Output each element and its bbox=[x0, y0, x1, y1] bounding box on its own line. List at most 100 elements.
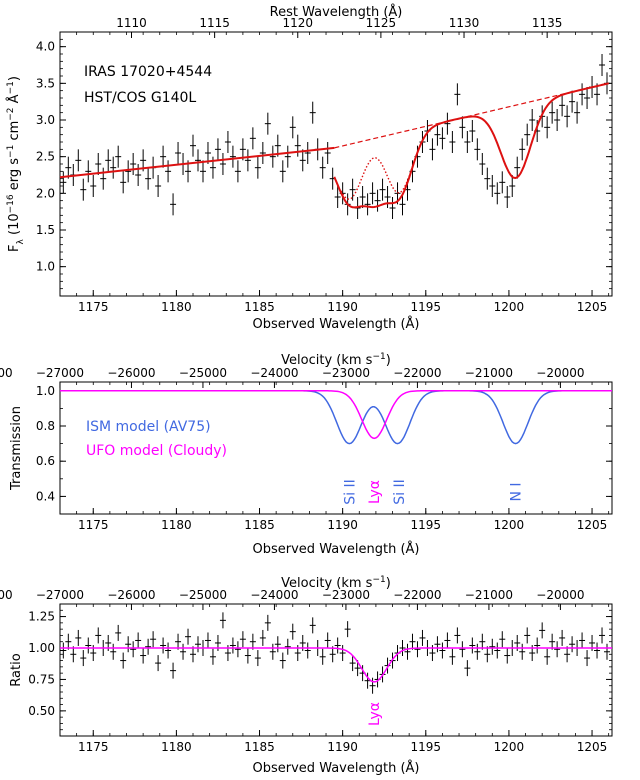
ratio-x-tick-label: 1205 bbox=[577, 740, 608, 754]
transmission-velocity-tick-label: −28000 bbox=[0, 366, 13, 380]
velocity-label-2-exp: −1 bbox=[372, 575, 385, 585]
ratio-velocity-tick-label: −23000 bbox=[322, 588, 370, 602]
rest-wavelength-tick-label: 1135 bbox=[532, 16, 563, 30]
velocity-label-1-text: Velocity (km s bbox=[281, 353, 373, 368]
ratio-lya-label: Lyα bbox=[367, 702, 383, 726]
spectrum-model-curves bbox=[59, 82, 609, 209]
flux-label-lambda: λ bbox=[16, 238, 26, 244]
transmission-line-labels: Si II Lyα Si II N I bbox=[342, 479, 524, 504]
spectrum-x-ticks: 1175 1180 1185 1190 1195 1200 1205 bbox=[59, 32, 610, 314]
ratio-y-tick-label: 0.50 bbox=[28, 704, 55, 718]
spectrum-y-ticks: 1.0 1.5 2.0 2.5 3.0 3.5 4.0 bbox=[36, 38, 612, 297]
instrument-label: HST/COS G140L bbox=[84, 90, 196, 106]
spectrum-top-ticks: 1110 1115 1120 1125 1130 1135 bbox=[116, 16, 562, 38]
spectrum-y-tick-label: 1.0 bbox=[36, 260, 55, 274]
rest-wavelength-tick-label: 1120 bbox=[282, 16, 313, 30]
transmission-x-tick-label: 1205 bbox=[577, 518, 608, 532]
spectrum-x-tick-label: 1175 bbox=[78, 300, 109, 314]
ratio-y-tick-label: 1.25 bbox=[28, 610, 55, 624]
flux-label-exp-3: −2 bbox=[6, 107, 16, 120]
transmission-x-ticks: 1175 1180 1185 1190 1195 1200 1205 bbox=[59, 382, 610, 532]
velocity-axis-label-1: Velocity (km s−1) bbox=[281, 352, 391, 368]
ratio-panel: 1175 1180 1185 1190 1195 1200 1205 0.50 0.75 1.0… bbox=[0, 575, 613, 776]
absorption-line-label: Si II bbox=[342, 479, 358, 504]
absorption-line-label: N I bbox=[509, 482, 525, 501]
transmission-y-tick-label: 0.8 bbox=[36, 419, 55, 433]
velocity-label-1-close: ) bbox=[386, 353, 391, 368]
transmission-velocity-ticks: −28000 −27000 −26000 −25000 −24000 −23000 −220… bbox=[0, 366, 585, 388]
flux-label-exp-1: −16 bbox=[6, 194, 16, 213]
transmission-y-ticks: 0.4 0.6 0.8 1.0 bbox=[36, 384, 612, 515]
spectrum-y-tick-label: 2.0 bbox=[36, 186, 55, 200]
flux-label-units-5: ) bbox=[7, 76, 22, 81]
transmission-velocity-tick-label: −20000 bbox=[536, 366, 584, 380]
ratio-velocity-tick-label: −26000 bbox=[107, 588, 155, 602]
ufo-model-curve bbox=[60, 390, 612, 440]
spectrum-y-tick-label: 2.5 bbox=[36, 150, 55, 164]
spectrum-x-tick-label: 1185 bbox=[244, 300, 275, 314]
continuum-solid-line bbox=[59, 146, 335, 179]
transmission-velocity-tick-label: −23000 bbox=[322, 366, 370, 380]
transmission-frame bbox=[59, 381, 613, 515]
object-name-label: IRAS 17020+4544 bbox=[84, 64, 212, 80]
velocity-label-1-exp: −1 bbox=[372, 352, 385, 362]
flux-label-units-3: cm bbox=[7, 121, 22, 145]
ratio-model-curve bbox=[60, 647, 612, 683]
ratio-data-points bbox=[60, 612, 611, 694]
ratio-y-tick-label: 0.75 bbox=[28, 672, 55, 686]
ratio-x-axis-label: Observed Wavelength (Å) bbox=[253, 760, 420, 776]
spectrum-x-tick-label: 1190 bbox=[327, 300, 358, 314]
spectrum-x-tick-label: 1205 bbox=[577, 300, 608, 314]
rest-wavelength-tick-label: 1110 bbox=[116, 16, 147, 30]
spectrum-x-tick-label: 1195 bbox=[411, 300, 442, 314]
ratio-velocity-tick-label: −24000 bbox=[250, 588, 298, 602]
spectrum-x-tick-label: 1180 bbox=[161, 300, 192, 314]
ratio-x-tick-label: 1195 bbox=[411, 740, 442, 754]
spectrum-y-tick-label: 4.0 bbox=[36, 40, 55, 54]
flux-label-units-2: erg s bbox=[7, 158, 22, 195]
ratio-line-label: Lyα bbox=[367, 702, 383, 726]
spectrum-data-points bbox=[60, 54, 611, 219]
ratio-velocity-tick-label: −21000 bbox=[465, 588, 513, 602]
transmission-y-tick-label: 1.0 bbox=[36, 384, 55, 398]
spectrum-y-tick-label: 3.5 bbox=[36, 76, 55, 90]
transmission-velocity-tick-label: −25000 bbox=[179, 366, 227, 380]
ratio-x-tick-label: 1175 bbox=[78, 740, 109, 754]
ratio-frame bbox=[59, 603, 613, 737]
transmission-panel: 1175 1180 1185 1190 1195 1200 1205 0.4 0.6 0.8 1.… bbox=[0, 352, 613, 557]
ism-model-legend: ISM model (AV75) bbox=[86, 419, 211, 435]
spectrum-x-tick-label: 1200 bbox=[494, 300, 525, 314]
rest-wavelength-tick-label: 1130 bbox=[449, 16, 480, 30]
ratio-x-ticks: 1175 1180 1185 1190 1195 1200 1205 bbox=[59, 604, 610, 754]
transmission-velocity-tick-label: −21000 bbox=[465, 366, 513, 380]
ratio-x-tick-label: 1185 bbox=[244, 740, 275, 754]
ratio-velocity-tick-label: −28000 bbox=[0, 588, 13, 602]
transmission-velocity-tick-label: −24000 bbox=[250, 366, 298, 380]
spectrum-y-tick-label: 1.5 bbox=[36, 223, 55, 237]
transmission-x-tick-label: 1200 bbox=[494, 518, 525, 532]
ufo-model-legend: UFO model (Cloudy) bbox=[86, 443, 227, 459]
ratio-velocity-ticks: −28000 −27000 −26000 −25000 −24000 −23000 −220… bbox=[0, 588, 585, 610]
flux-label-units-4: Å bbox=[6, 94, 22, 107]
rest-wavelength-tick-label: 1125 bbox=[366, 16, 397, 30]
ratio-y-axis-label: Ratio bbox=[9, 653, 24, 686]
flux-label-f: F bbox=[7, 244, 22, 251]
ratio-x-tick-label: 1190 bbox=[327, 740, 358, 754]
flux-label-exp-4: −1 bbox=[6, 81, 16, 94]
transmission-velocity-tick-label: −26000 bbox=[107, 366, 155, 380]
transmission-x-tick-label: 1175 bbox=[78, 518, 109, 532]
velocity-label-2-text: Velocity (km s bbox=[281, 576, 373, 591]
ratio-y-tick-label: 1.00 bbox=[28, 641, 55, 655]
ratio-x-tick-label: 1200 bbox=[494, 740, 525, 754]
flux-axis-label: Fλ (10−16 erg s−1 cm−2 Å−1) bbox=[6, 76, 26, 252]
transmission-model-curves bbox=[60, 390, 612, 445]
ratio-y-ticks: 0.50 0.75 1.00 1.25 bbox=[28, 610, 612, 737]
ism-model-curve bbox=[60, 390, 612, 445]
ratio-velocity-tick-label: −25000 bbox=[179, 588, 227, 602]
velocity-axis-label-2: Velocity (km s−1) bbox=[281, 575, 391, 591]
transmission-x-tick-label: 1180 bbox=[161, 518, 192, 532]
ism-only-model-curve bbox=[340, 157, 414, 200]
ratio-x-tick-label: 1180 bbox=[161, 740, 192, 754]
spectrum-y-tick-label: 3.0 bbox=[36, 113, 55, 127]
